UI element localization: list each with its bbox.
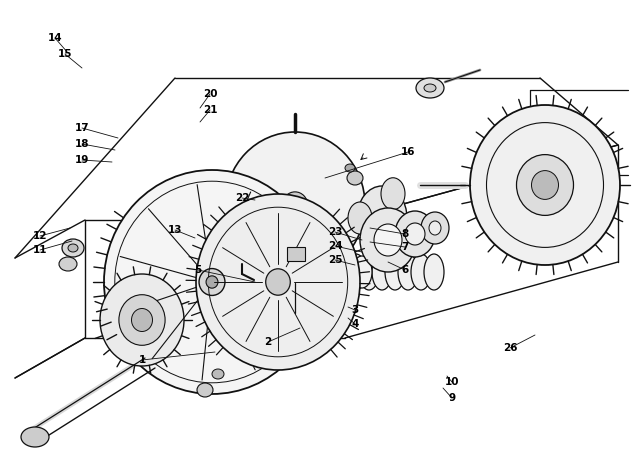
Text: 21: 21 <box>203 105 217 115</box>
Text: 13: 13 <box>168 225 182 235</box>
Text: 20: 20 <box>203 89 217 99</box>
Text: 14: 14 <box>47 33 62 43</box>
Ellipse shape <box>225 132 365 278</box>
Text: 22: 22 <box>235 193 249 203</box>
Text: 16: 16 <box>401 147 415 157</box>
Ellipse shape <box>374 224 402 256</box>
Ellipse shape <box>359 254 379 290</box>
Ellipse shape <box>338 252 358 284</box>
Ellipse shape <box>398 254 418 290</box>
Ellipse shape <box>424 254 444 290</box>
Ellipse shape <box>429 221 441 235</box>
Ellipse shape <box>357 186 407 250</box>
Ellipse shape <box>62 239 84 257</box>
Ellipse shape <box>196 194 360 370</box>
Ellipse shape <box>282 192 308 218</box>
Ellipse shape <box>395 211 435 257</box>
Text: 24: 24 <box>328 241 342 251</box>
Text: 9: 9 <box>448 393 456 403</box>
Text: 15: 15 <box>58 49 72 59</box>
Text: 3: 3 <box>351 305 359 315</box>
Text: 10: 10 <box>445 377 460 387</box>
Ellipse shape <box>385 254 405 290</box>
Ellipse shape <box>411 254 431 290</box>
Ellipse shape <box>372 254 392 290</box>
Ellipse shape <box>348 202 372 234</box>
Ellipse shape <box>347 171 363 185</box>
FancyBboxPatch shape <box>287 247 305 261</box>
Ellipse shape <box>421 212 449 244</box>
Ellipse shape <box>296 240 316 272</box>
Text: 12: 12 <box>33 231 47 241</box>
Text: 26: 26 <box>503 343 517 353</box>
Ellipse shape <box>424 84 436 92</box>
Ellipse shape <box>268 232 288 264</box>
Ellipse shape <box>104 170 320 394</box>
Ellipse shape <box>320 254 340 290</box>
Ellipse shape <box>119 294 165 345</box>
Text: 7: 7 <box>401 242 409 252</box>
Ellipse shape <box>68 244 78 252</box>
Text: 19: 19 <box>75 155 89 165</box>
Text: 25: 25 <box>328 255 342 265</box>
Ellipse shape <box>206 276 218 288</box>
Text: 2: 2 <box>265 337 272 347</box>
Ellipse shape <box>266 269 291 295</box>
Ellipse shape <box>324 248 344 280</box>
Ellipse shape <box>405 223 425 245</box>
Ellipse shape <box>517 154 573 215</box>
Text: 6: 6 <box>401 265 409 275</box>
Ellipse shape <box>346 254 366 290</box>
Text: 23: 23 <box>328 227 342 237</box>
Text: 17: 17 <box>75 123 89 133</box>
Text: 4: 4 <box>351 319 359 329</box>
Ellipse shape <box>352 256 372 288</box>
Text: 18: 18 <box>75 139 89 149</box>
Ellipse shape <box>254 228 274 260</box>
Ellipse shape <box>381 178 405 210</box>
Text: 1: 1 <box>139 355 146 365</box>
Ellipse shape <box>212 369 224 379</box>
Text: 8: 8 <box>401 229 409 239</box>
Ellipse shape <box>21 427 49 447</box>
Ellipse shape <box>282 236 302 268</box>
Ellipse shape <box>100 274 184 366</box>
Text: 11: 11 <box>33 245 47 255</box>
Ellipse shape <box>532 171 558 200</box>
Ellipse shape <box>360 208 416 272</box>
Ellipse shape <box>416 78 444 98</box>
Ellipse shape <box>197 383 213 397</box>
Ellipse shape <box>59 257 77 271</box>
Ellipse shape <box>310 244 330 276</box>
Ellipse shape <box>132 308 153 332</box>
Ellipse shape <box>470 105 620 265</box>
Ellipse shape <box>333 254 353 290</box>
Ellipse shape <box>345 164 355 172</box>
Ellipse shape <box>199 268 225 295</box>
Text: 5: 5 <box>194 265 202 275</box>
Ellipse shape <box>381 226 405 258</box>
